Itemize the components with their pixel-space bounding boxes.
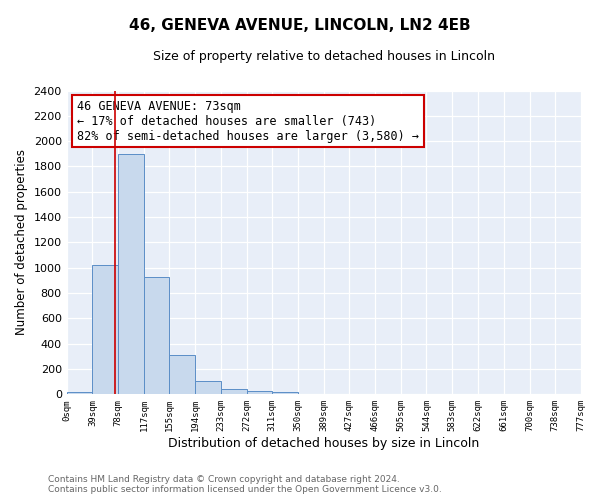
Bar	[169, 355, 195, 395]
Bar	[221, 388, 247, 394]
Text: 46 GENEVA AVENUE: 73sqm
← 17% of detached houses are smaller (743)
82% of semi-d: 46 GENEVA AVENUE: 73sqm ← 17% of detache…	[77, 100, 419, 142]
Text: Contains public sector information licensed under the Open Government Licence v3: Contains public sector information licen…	[48, 485, 442, 494]
Bar	[67, 392, 92, 394]
X-axis label: Distribution of detached houses by size in Lincoln: Distribution of detached houses by size …	[168, 437, 479, 450]
Bar	[272, 392, 298, 394]
Bar	[195, 381, 221, 394]
Y-axis label: Number of detached properties: Number of detached properties	[15, 150, 28, 336]
Title: Size of property relative to detached houses in Lincoln: Size of property relative to detached ho…	[152, 50, 494, 63]
Bar	[144, 276, 169, 394]
Bar	[118, 154, 144, 394]
Bar	[92, 265, 118, 394]
Text: 46, GENEVA AVENUE, LINCOLN, LN2 4EB: 46, GENEVA AVENUE, LINCOLN, LN2 4EB	[129, 18, 471, 32]
Text: Contains HM Land Registry data © Crown copyright and database right 2024.: Contains HM Land Registry data © Crown c…	[48, 475, 400, 484]
Bar	[247, 391, 272, 394]
